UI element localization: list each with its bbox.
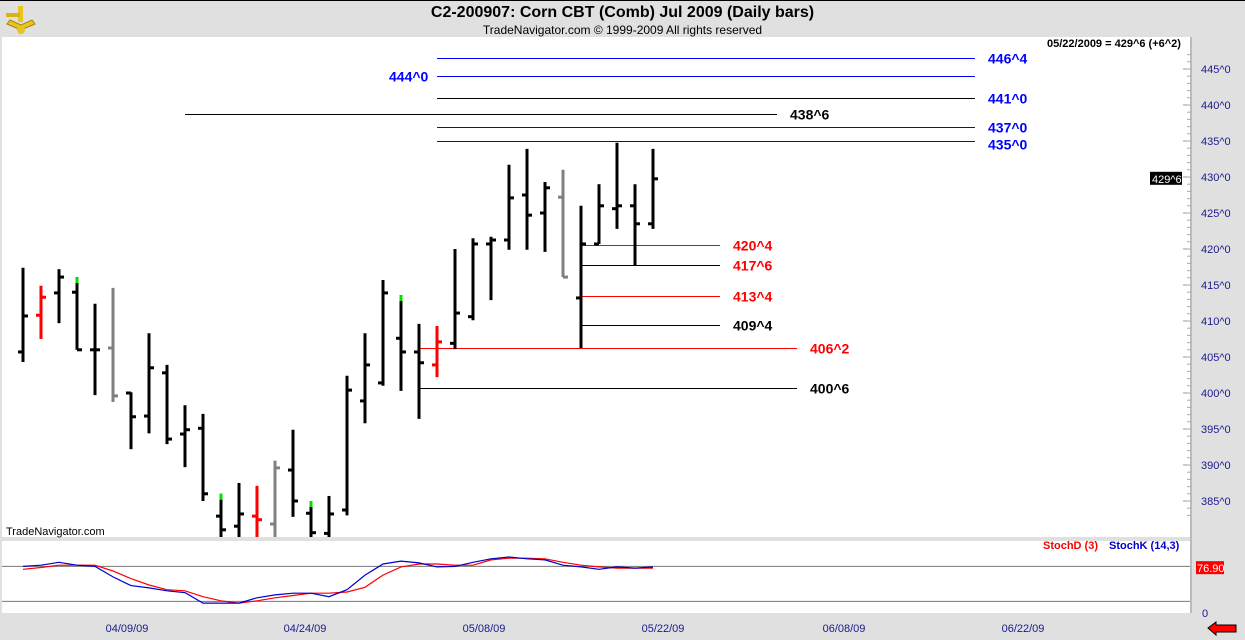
y-tick-label: 385^0 bbox=[1201, 496, 1231, 508]
price-bar bbox=[324, 495, 334, 537]
level-label: 406^2 bbox=[810, 341, 850, 357]
level-label: 441^0 bbox=[988, 91, 1028, 107]
y-tick-label: 400^0 bbox=[1201, 388, 1231, 400]
level-label: 400^6 bbox=[810, 381, 850, 397]
price-bar bbox=[180, 405, 190, 468]
x-tick-label: 05/08/09 bbox=[463, 623, 506, 635]
price-bar bbox=[522, 148, 532, 250]
price-bar bbox=[18, 267, 28, 363]
x-tick-label: 06/08/09 bbox=[823, 623, 866, 635]
chart-title: C2-200907: Corn CBT (Comb) Jul 2009 (Dai… bbox=[430, 4, 815, 21]
level-label: 446^4 bbox=[988, 51, 1028, 67]
price-bar bbox=[342, 375, 352, 516]
price-bar bbox=[432, 326, 442, 378]
level-label: 435^0 bbox=[988, 137, 1028, 153]
price-bar bbox=[594, 184, 604, 246]
y-tick-label: 415^0 bbox=[1201, 280, 1231, 292]
price-bar bbox=[576, 205, 586, 348]
price-bar bbox=[270, 460, 280, 537]
price-bar bbox=[198, 413, 208, 501]
stochk-line bbox=[22, 556, 654, 604]
x-tick-label: 06/22/09 bbox=[1002, 623, 1045, 635]
price-bar bbox=[396, 295, 406, 391]
chart-subtitle: TradeNavigator.com © 1999-2009 All right… bbox=[482, 23, 763, 37]
price-panel bbox=[2, 37, 1190, 537]
price-bar bbox=[612, 142, 622, 229]
stoch-layer: 76.90 0 bbox=[2, 556, 1225, 620]
current-price-label: 429^6 bbox=[1152, 174, 1182, 186]
bars-layer bbox=[18, 142, 658, 537]
price-bar bbox=[558, 169, 568, 279]
price-bar bbox=[630, 184, 640, 266]
x-tick-label: 04/09/09 bbox=[106, 623, 149, 635]
stoch-value-box bbox=[1196, 561, 1224, 575]
price-bar bbox=[36, 285, 46, 339]
legend-stochk: StochK (14,3) bbox=[1109, 540, 1180, 552]
price-bar bbox=[234, 483, 244, 537]
price-bar bbox=[90, 303, 100, 396]
level-label: 417^6 bbox=[733, 258, 773, 274]
price-axis: 445^0 440^0 435^0 430^0 425^0 420^0 415^0 410^0… bbox=[1150, 54, 1231, 516]
left-arrow-icon[interactable] bbox=[1207, 621, 1237, 637]
y-tick-label: 430^0 bbox=[1201, 172, 1231, 184]
y-tick-label: 390^0 bbox=[1201, 460, 1231, 472]
x-tick-label: 04/24/09 bbox=[284, 623, 327, 635]
y-tick-label: 445^0 bbox=[1201, 64, 1231, 76]
price-bar bbox=[72, 277, 82, 352]
level-label: 437^0 bbox=[988, 120, 1028, 136]
legend-stochd: StochD (3) bbox=[1043, 540, 1098, 552]
level-label: 409^4 bbox=[733, 318, 773, 334]
level-label: 444^0 bbox=[389, 69, 429, 85]
price-bar bbox=[288, 429, 298, 517]
price-bar bbox=[486, 236, 496, 301]
price-bar bbox=[126, 391, 136, 450]
price-bar bbox=[216, 493, 226, 537]
stoch-panel bbox=[2, 541, 1190, 613]
price-bar bbox=[252, 485, 262, 537]
price-bar bbox=[414, 323, 424, 419]
sextant-logo-icon bbox=[6, 6, 36, 34]
price-bar bbox=[378, 279, 388, 386]
price-bar bbox=[360, 333, 370, 424]
price-bar bbox=[504, 164, 514, 250]
y-tick-label: 405^0 bbox=[1201, 352, 1231, 364]
level-label: 413^4 bbox=[733, 289, 773, 305]
price-bar bbox=[144, 333, 154, 434]
price-bar bbox=[468, 238, 478, 321]
y-tick-label: 435^0 bbox=[1201, 136, 1231, 148]
current-price-box bbox=[1150, 171, 1182, 185]
price-bar bbox=[306, 501, 316, 537]
price-bar bbox=[108, 287, 118, 402]
level-label: 420^4 bbox=[733, 238, 773, 254]
price-bar bbox=[54, 269, 64, 324]
y-tick-label: 410^0 bbox=[1201, 316, 1231, 328]
y-tick-label: 425^0 bbox=[1201, 208, 1231, 220]
watermark: TradeNavigator.com bbox=[6, 526, 105, 538]
y-tick-label: 420^0 bbox=[1201, 244, 1231, 256]
price-bar bbox=[648, 148, 658, 229]
y-tick-label: 395^0 bbox=[1201, 424, 1231, 436]
price-bar bbox=[450, 249, 460, 350]
stoch-zero-label: 0 bbox=[1202, 608, 1208, 620]
last-quote: 05/22/2009 = 429^6 (+6^2) bbox=[1047, 38, 1181, 50]
price-bar bbox=[540, 182, 550, 252]
chart-header: C2-200907: Corn CBT (Comb) Jul 2009 (Dai… bbox=[0, 0, 1245, 38]
level-label: 438^6 bbox=[790, 107, 830, 123]
date-axis: 04/09/09 04/24/09 05/08/09 05/22/09 06/08/09… bbox=[106, 623, 1045, 635]
price-bar bbox=[162, 364, 172, 445]
y-tick-label: 440^0 bbox=[1201, 100, 1231, 112]
x-tick-label: 05/22/09 bbox=[642, 623, 685, 635]
stoch-value-label: 76.90 bbox=[1197, 563, 1225, 575]
